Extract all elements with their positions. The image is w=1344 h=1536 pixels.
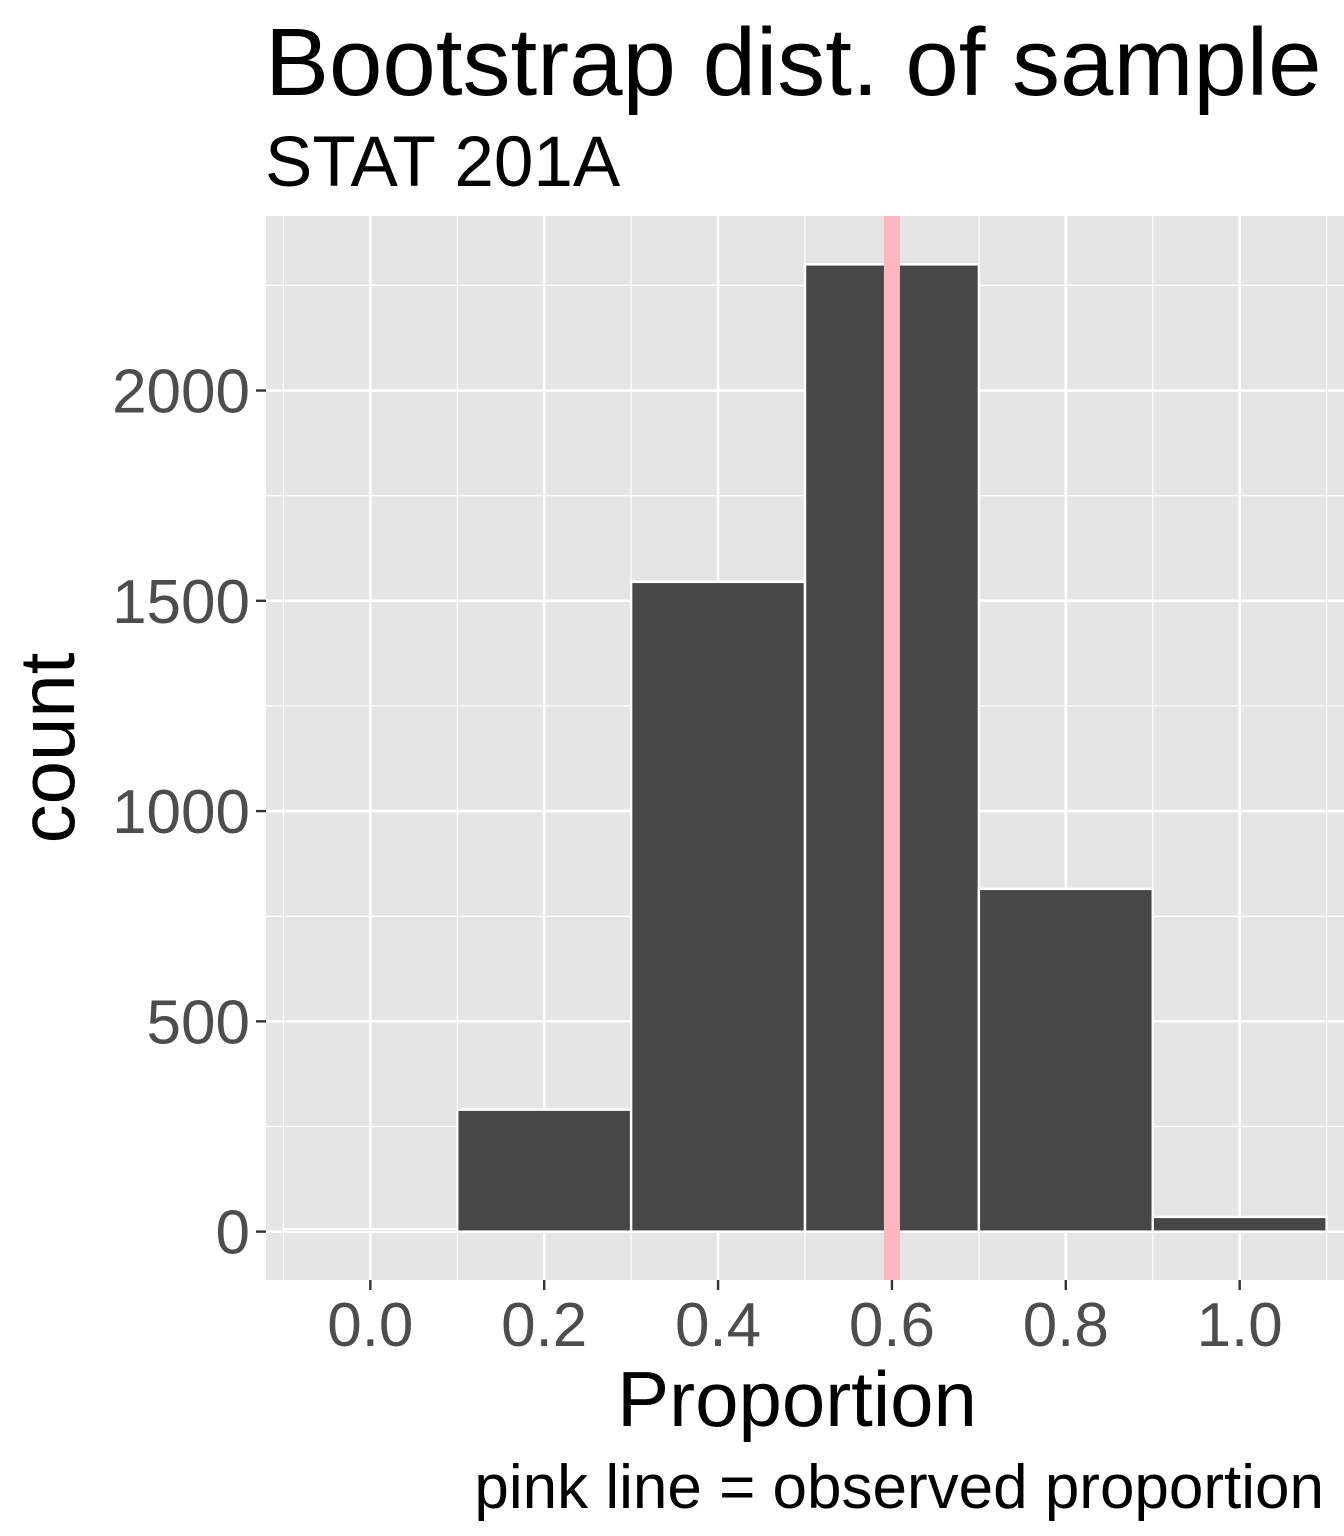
chart-caption: pink line = observed proportion: [474, 1453, 1324, 1522]
x-axis-label: Proportion: [617, 1355, 977, 1443]
histogram-bar: [977, 887, 1154, 1233]
y-tick-label: 500: [147, 988, 250, 1057]
y-tick-label: 1000: [112, 778, 250, 847]
x-tick-label: 0.2: [501, 1291, 587, 1360]
y-tick-labels: 0 500 1000 1500 2000: [112, 358, 250, 1268]
x-tick-label: 0.0: [327, 1291, 413, 1360]
axis-ticks: [256, 389, 1241, 1290]
y-tick-label: 2000: [112, 358, 250, 427]
x-tick-label: 0.4: [675, 1291, 761, 1360]
chart-subtitle: STAT 201A: [265, 123, 621, 202]
y-tick-label: 0: [216, 1199, 250, 1268]
histogram-bar: [282, 1227, 459, 1233]
x-tick-label: 0.6: [849, 1291, 935, 1360]
x-tick-labels: 0.0 0.2 0.4 0.6 0.8 1.0: [327, 1291, 1283, 1360]
histogram-bar: [1151, 1215, 1328, 1233]
x-tick-label: 1.0: [1197, 1291, 1283, 1360]
y-tick-label: 1500: [112, 568, 250, 637]
histogram-bar: [456, 1108, 633, 1233]
x-tick-label: 0.8: [1023, 1291, 1109, 1360]
chart-title: Bootstrap dist. of sample: [265, 9, 1322, 116]
y-axis-label: count: [3, 652, 91, 843]
histogram-bar: [629, 580, 807, 1233]
